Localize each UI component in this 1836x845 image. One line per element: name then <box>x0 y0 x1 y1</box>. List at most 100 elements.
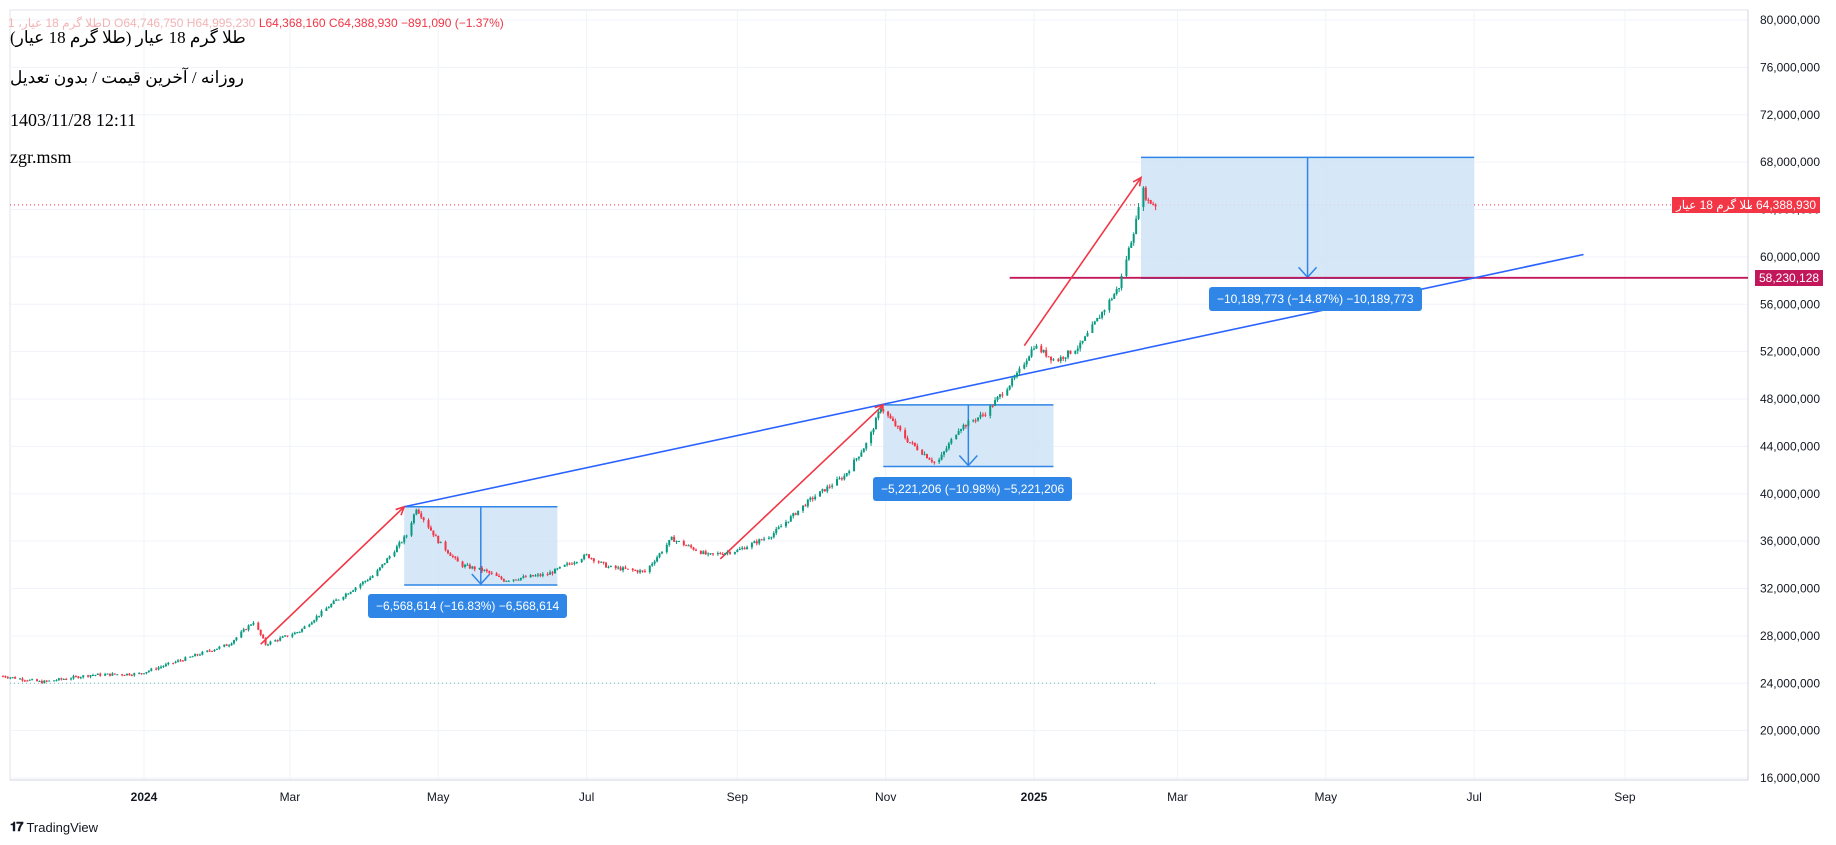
candle-body <box>928 458 931 460</box>
legend-symbol: طلا گرم 18 عیار، 1D <box>8 16 111 30</box>
measure-label-2: −5,221,206 (−10.98%) −5,221,206 <box>873 477 1073 501</box>
candle-body <box>276 640 279 642</box>
candle-body <box>677 541 680 543</box>
candle-body <box>502 579 505 582</box>
candle-body <box>541 573 544 576</box>
candle-body <box>274 640 277 642</box>
candle-body <box>303 626 306 629</box>
candle-body <box>446 550 449 554</box>
candle-body <box>515 579 518 581</box>
y-tick-label: 28,000,000 <box>1760 629 1820 643</box>
candle-body <box>1074 350 1077 354</box>
candle-body <box>617 567 620 569</box>
candle-body <box>189 656 192 658</box>
candle-body <box>420 513 423 518</box>
candle-body <box>529 575 532 578</box>
candle-body <box>1011 378 1014 386</box>
candle-body <box>104 674 107 676</box>
measure-arrow-head <box>958 455 978 467</box>
candle-body <box>286 635 289 637</box>
candle-body <box>106 673 109 675</box>
candle-body <box>31 679 34 681</box>
candle-body <box>583 554 586 560</box>
candle-body <box>505 580 508 582</box>
candle-body <box>845 473 848 476</box>
x-tick-label: Mar <box>1167 790 1188 804</box>
candle-body <box>767 537 770 539</box>
candle-body <box>133 673 136 676</box>
candle-body <box>889 415 892 419</box>
candle-body <box>989 405 992 416</box>
brand-name: TradingView <box>26 819 99 835</box>
candle-body <box>298 631 301 633</box>
candle-body <box>403 536 406 543</box>
candle-body <box>580 559 583 563</box>
candle-body <box>463 565 466 567</box>
candle-body <box>228 645 231 647</box>
candle-body <box>398 542 401 547</box>
candle-body <box>974 420 977 422</box>
candle-body <box>636 570 639 573</box>
candle-body <box>1110 298 1113 300</box>
candle-body <box>247 625 250 630</box>
candle-body <box>249 624 252 626</box>
measure-arrow-head <box>471 573 491 586</box>
current-symbol-tag: طلا گرم 18 عیار <box>1672 197 1761 213</box>
candle-body <box>386 558 389 564</box>
candle-body <box>427 520 430 528</box>
candle-body <box>1057 359 1060 362</box>
candle-body <box>704 551 707 555</box>
candle-body <box>332 600 335 604</box>
candle-body <box>692 547 695 550</box>
candle-body <box>534 575 537 577</box>
candle-body <box>1008 385 1011 390</box>
red-trendline <box>260 506 405 645</box>
candle-body <box>481 567 484 571</box>
candle-body <box>1120 275 1123 289</box>
candle-body <box>461 561 464 567</box>
time-axis: 2024 Mar May Jul Sep Nov 2025 Mar May Jul Sep <box>10 779 1748 804</box>
candle-body <box>960 429 963 431</box>
candle-body <box>160 666 163 668</box>
candle-body <box>82 675 85 678</box>
candle-body <box>551 572 554 574</box>
candle-body <box>831 485 834 487</box>
candle-body <box>55 680 58 682</box>
candle-body <box>639 570 642 573</box>
candle-body <box>1001 394 1004 396</box>
candle-body <box>172 662 175 664</box>
candle-body <box>393 552 396 557</box>
candle-body <box>592 558 595 562</box>
candle-body <box>991 405 994 407</box>
tradingview-brand[interactable]: 𝟏𝟕 TradingView <box>10 819 98 835</box>
candle-body <box>643 570 646 572</box>
candle-body <box>23 680 26 682</box>
candle-body <box>853 459 856 472</box>
candle-body <box>563 564 566 567</box>
candle-body <box>89 675 92 677</box>
candle-body <box>259 629 262 635</box>
candle-body <box>809 497 812 500</box>
candle-body <box>865 443 868 449</box>
y-tick-label: 16,000,000 <box>1760 771 1820 785</box>
candle-body <box>349 591 352 594</box>
candle-body <box>291 634 294 637</box>
candle-body <box>821 489 824 492</box>
candle-body <box>702 551 705 554</box>
measure-label-1: −6,568,614 (−16.83%) −6,568,614 <box>368 594 568 618</box>
candle-body <box>147 670 150 672</box>
candle-body <box>301 628 304 632</box>
candle-body <box>296 632 299 634</box>
candle-body <box>996 396 999 401</box>
candle-body <box>267 644 270 646</box>
candle-body <box>794 513 797 515</box>
candle-body <box>378 567 381 571</box>
candle-body <box>198 654 201 656</box>
candle-body <box>1115 289 1118 294</box>
candle-body <box>108 673 111 676</box>
candle-body <box>826 486 829 492</box>
candle-body <box>1103 310 1106 312</box>
candle-body <box>957 430 960 435</box>
candle-body <box>310 622 313 625</box>
